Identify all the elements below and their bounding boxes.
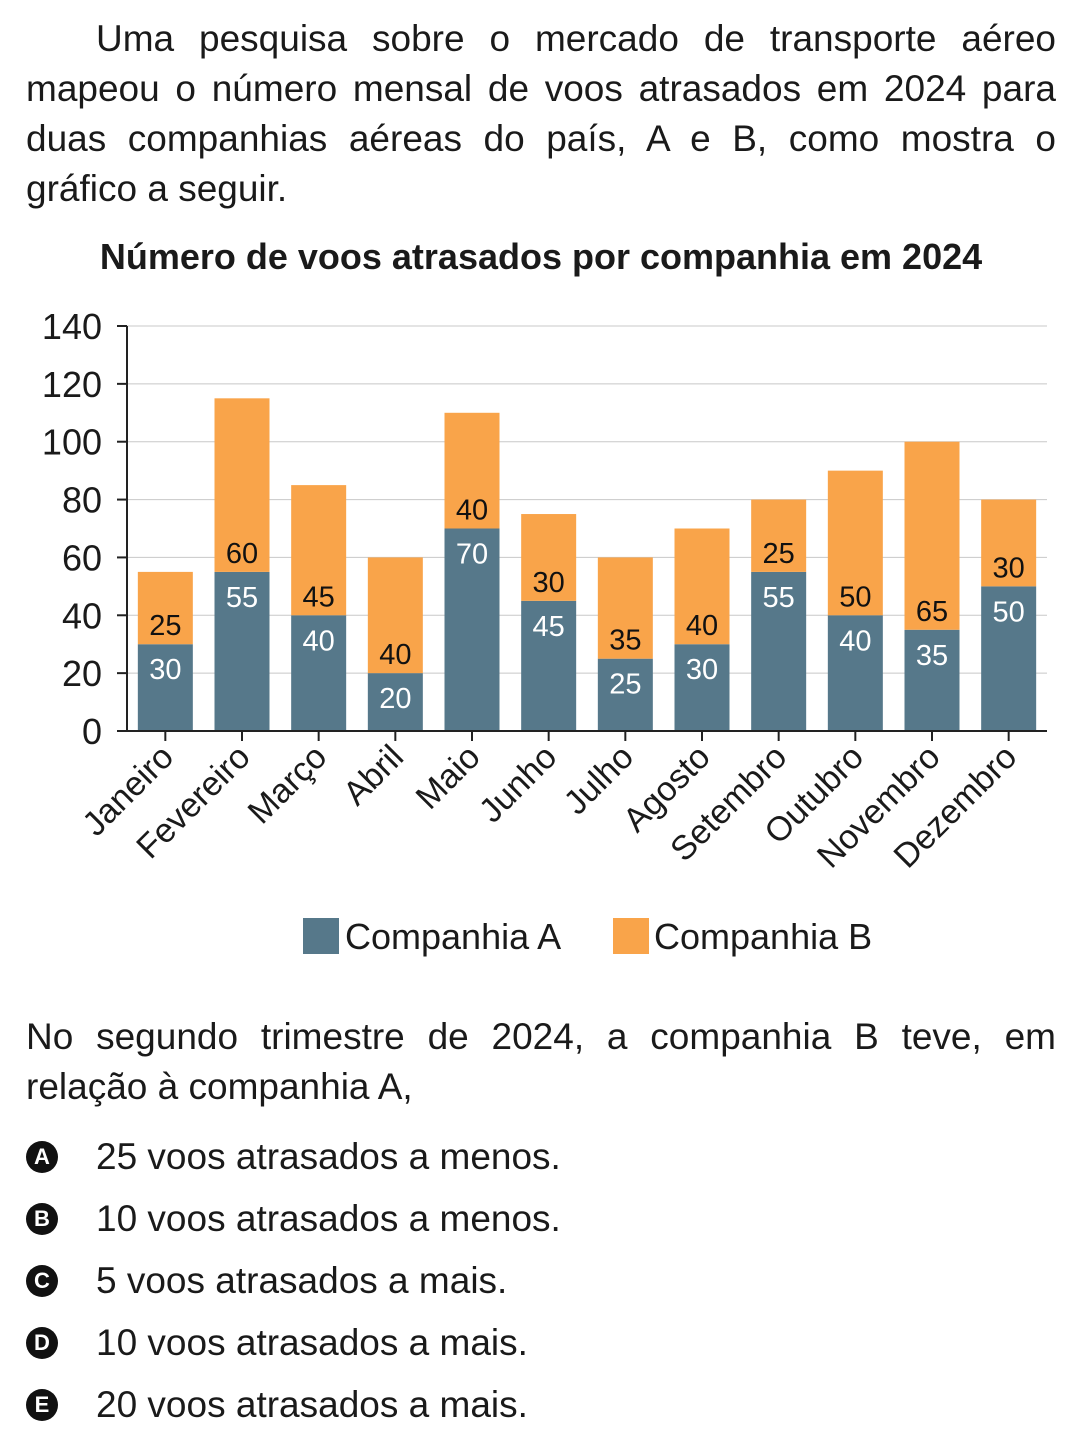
bar-companhia-a [137,644,193,731]
y-tick-label: 80 [62,480,102,521]
bar-companhia-b [904,441,960,630]
bar-companhia-a [291,615,347,731]
x-tick-label: Abril [336,738,411,813]
y-tick-label: 40 [62,595,102,636]
x-tick-label: Março [241,738,335,832]
y-tick-label: 60 [62,537,102,578]
data-label: 30 [149,654,181,686]
bar-companhia-b [751,499,807,572]
bar-companhia-b [521,514,577,601]
stacked-bar-chart: 0204060801001201403025Janeiro5560Feverei… [42,306,1047,957]
option-e-letter-icon: E [26,1389,58,1421]
data-label: 60 [226,538,258,570]
data-label: 30 [993,552,1025,584]
y-tick-label: 0 [82,711,102,752]
bar-companhia-b [981,499,1037,587]
bar-companhia-a [674,644,730,731]
x-tick-label: Junho [472,738,564,830]
question-text: No segundo trimestre de 2024, a companhi… [26,1016,1056,1107]
bar-companhia-a [751,571,807,731]
bar-companhia-b [137,571,193,645]
bar-companhia-b [291,485,347,616]
bar-companhia-a [521,600,577,731]
bar-companhia-a [444,528,500,731]
bar-companhia-a [904,629,960,731]
data-label: 55 [763,582,795,614]
option-c-text: 5 voos atrasados a mais. [96,1260,508,1301]
data-label: 35 [916,640,948,672]
data-label: 50 [839,581,871,613]
bar-companhia-b [214,398,270,572]
option-e-text: 20 voos atrasados a mais. [96,1384,528,1425]
data-label: 45 [533,611,565,643]
data-label: 70 [456,539,488,571]
option-b-text: 10 voos atrasados a menos. [96,1198,561,1239]
option-d-letter-icon: D [26,1327,58,1359]
bar-companhia-a [367,673,423,731]
option-d-text: 10 voos atrasados a mais. [96,1322,528,1363]
option-a[interactable]: A 25 voos atrasados a menos. [26,1126,561,1188]
legend-swatch-companhia-b [613,918,649,954]
data-label: 40 [839,625,871,657]
bar-companhia-b [597,557,653,659]
data-label: 20 [379,683,411,715]
data-label: 50 [993,596,1025,628]
data-label: 40 [456,495,488,527]
intro-text: Uma pesquisa sobre o mercado de transpor… [26,18,1056,209]
option-b-letter-icon: B [26,1203,58,1235]
legend-label-companhia-a: Companhia A [345,916,561,957]
bar-companhia-b [367,557,423,674]
option-c-letter-icon: C [26,1265,58,1297]
option-b[interactable]: B 10 voos atrasados a menos. [26,1188,561,1250]
y-tick-label: 120 [42,364,102,405]
answer-options: A 25 voos atrasados a menos. B 10 voos a… [26,1126,561,1436]
y-tick-label: 20 [62,653,102,694]
option-d[interactable]: D 10 voos atrasados a mais. [26,1312,561,1374]
data-label: 25 [763,538,795,570]
legend-label-companhia-b: Companhia B [654,916,872,957]
data-label: 55 [226,582,258,614]
option-c[interactable]: C 5 voos atrasados a mais. [26,1250,561,1312]
data-label: 40 [303,625,335,657]
bar-companhia-b [674,528,730,645]
bar-companhia-a [981,586,1037,731]
legend-swatch-companhia-a [303,918,339,954]
data-label: 30 [686,654,718,686]
y-tick-label: 100 [42,422,102,463]
bar-companhia-a [827,615,883,731]
bar-companhia-a [214,571,270,731]
y-tick-label: 140 [42,306,102,347]
data-label: 35 [609,625,641,657]
chart-title: Número de voos atrasados por companhia e… [99,236,983,277]
option-a-letter-icon: A [26,1141,58,1173]
option-a-text: 25 voos atrasados a menos. [96,1136,561,1177]
data-label: 40 [686,610,718,642]
data-label: 40 [379,639,411,671]
data-label: 30 [533,567,565,599]
data-label: 45 [303,581,335,613]
option-e[interactable]: E 20 voos atrasados a mais. [26,1374,561,1436]
bar-companhia-a [597,658,653,731]
data-label: 25 [609,669,641,701]
bar-companhia-b [444,412,500,529]
data-label: 65 [916,596,948,628]
bar-companhia-b [827,470,883,616]
data-label: 25 [149,610,181,642]
